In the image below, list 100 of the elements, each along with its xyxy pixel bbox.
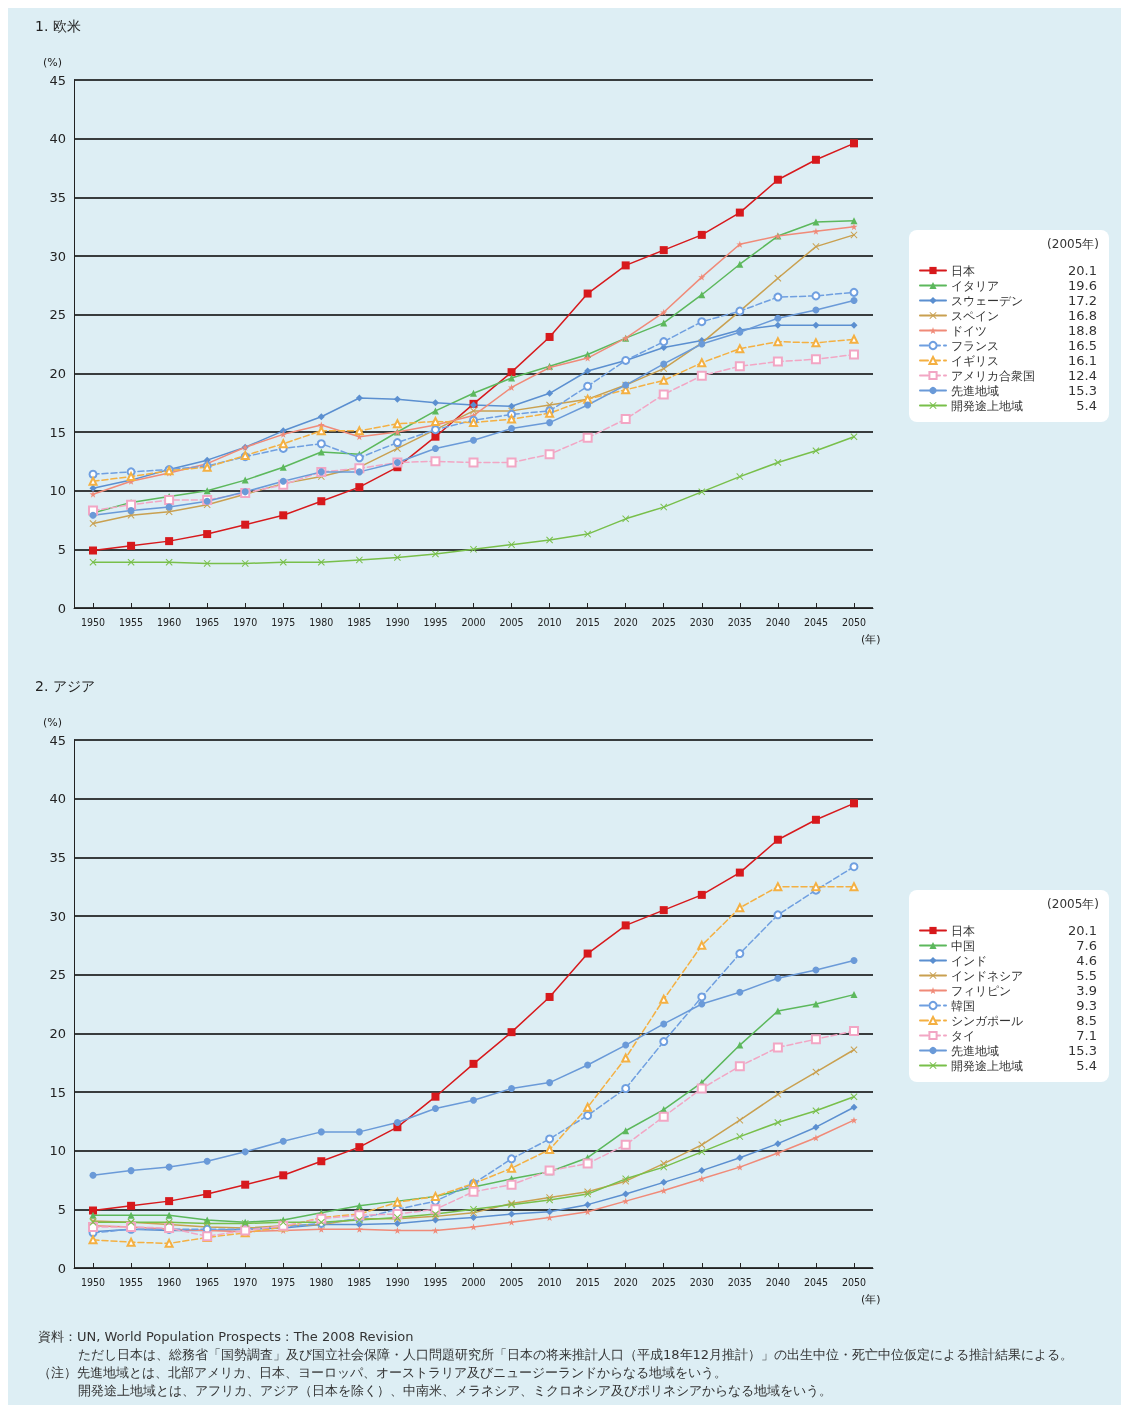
legend-label: フィリピン <box>951 983 1011 998</box>
y-tick-label: 15 <box>49 1084 66 1100</box>
text: 16.8 <box>1068 308 1097 323</box>
x-tick-label: 1990 <box>385 615 410 628</box>
x-tick-label: 1990 <box>385 1275 410 1288</box>
y-tick-label: 30 <box>49 908 66 924</box>
x-tick-label: 1965 <box>195 1275 220 1288</box>
x-tick-label: 1985 <box>347 1275 372 1288</box>
x-tick-label: 2005 <box>499 1275 524 1288</box>
text: 18.8 <box>1068 323 1097 338</box>
x-tick-label: 1965 <box>195 615 220 628</box>
x-tick-label: 1995 <box>423 1275 448 1288</box>
legend-label: タイ <box>951 1028 975 1043</box>
text: 16.1 <box>1068 353 1097 368</box>
y-tick-label: 0 <box>57 1260 66 1276</box>
x-tick-label: 2000 <box>461 615 486 628</box>
x-tick-label: 1975 <box>271 1275 296 1288</box>
y-axis-title: (%) <box>42 56 62 69</box>
y-tick-label: 25 <box>49 307 66 323</box>
text: 15.3 <box>1068 1043 1097 1058</box>
legend-label: 中国 <box>951 938 975 953</box>
x-tick-label: 2000 <box>461 1275 486 1288</box>
legend-label: 日本 <box>951 263 975 278</box>
x-tick-label: 2015 <box>575 1275 600 1288</box>
y-tick-label: 20 <box>49 1025 66 1041</box>
x-tick-label: 2050 <box>841 1275 866 1288</box>
legend-label: 先進地域 <box>951 383 999 398</box>
y-tick-label: 30 <box>49 248 66 264</box>
legend-label: ドイツ <box>951 323 987 338</box>
x-tick-label: 2045 <box>803 615 828 628</box>
y-tick-label: 35 <box>49 849 66 865</box>
y-tick-label: 0 <box>57 600 66 616</box>
legend-label: 韓国 <box>951 998 975 1013</box>
legend-label: インドネシア <box>951 968 1023 983</box>
y-tick-label: 35 <box>49 189 66 205</box>
x-tick-label: 1950 <box>81 615 106 628</box>
x-tick-label: 2030 <box>689 1275 714 1288</box>
text: 15.3 <box>1068 383 1097 398</box>
text: 8.5 <box>1076 1013 1097 1028</box>
y-tick-label: 40 <box>49 131 66 147</box>
y-tick-label: 10 <box>49 1143 66 1159</box>
legend-label: イタリア <box>951 278 999 293</box>
legend-label: スペイン <box>951 308 999 323</box>
x-tick-label: 1970 <box>233 1275 258 1288</box>
x-tick-label: 2025 <box>651 615 676 628</box>
legend-label: シンガポール <box>951 1013 1023 1028</box>
x-tick-label: 2005 <box>499 615 524 628</box>
legend-title: (2005年) <box>1047 897 1099 911</box>
legend-title: (2005年) <box>1047 237 1099 251</box>
legend-label: フランス <box>951 338 999 353</box>
x-axis-title: (年) <box>861 1293 881 1306</box>
x-tick-label: 1955 <box>119 1275 144 1288</box>
x-tick-label: 2035 <box>727 1275 752 1288</box>
y-tick-label: 45 <box>49 732 66 748</box>
chart-title: 2. アジア <box>35 678 95 694</box>
x-tick-label: 2040 <box>765 1275 790 1288</box>
text: ただし日本は、総務省「国勢調査」及び国立社会保障・人口問題研究所「日本の将来推計人口（平成18年12月推計）」の出生中位・死亡中位仮定による推計結果による。 <box>77 1346 1075 1364</box>
text: 9.3 <box>1076 998 1097 1013</box>
y-tick-label: 5 <box>57 541 66 557</box>
x-tick-label: 1995 <box>423 615 448 628</box>
x-tick-label: 1985 <box>347 615 372 628</box>
x-tick-label: 2025 <box>651 1275 676 1288</box>
text: 4.6 <box>1076 953 1097 968</box>
text: 5.4 <box>1076 1058 1097 1073</box>
text: 20.1 <box>1068 923 1097 938</box>
x-tick-label: 2030 <box>689 615 714 628</box>
x-tick-label: 2020 <box>613 1275 638 1288</box>
x-tick-label: 1970 <box>233 615 258 628</box>
y-tick-label: 5 <box>57 1201 66 1217</box>
y-tick-label: 25 <box>49 967 66 983</box>
x-tick-label: 1960 <box>157 615 182 628</box>
x-tick-label: 2015 <box>575 615 600 628</box>
x-tick-label: 2010 <box>537 1275 562 1288</box>
chart-title: 1. 欧米 <box>35 18 81 34</box>
x-tick-label: 2045 <box>803 1275 828 1288</box>
text: 5.5 <box>1076 968 1097 983</box>
text: 12.4 <box>1068 368 1097 383</box>
legend-label: インド <box>951 953 987 968</box>
x-axis-title: (年) <box>861 633 881 646</box>
x-tick-label: 2020 <box>613 615 638 628</box>
x-tick-label: 2040 <box>765 615 790 628</box>
x-tick-label: 2050 <box>841 615 866 628</box>
text: 3.9 <box>1076 983 1097 998</box>
legend-label: アメリカ合衆国 <box>951 368 1035 383</box>
text: 7.1 <box>1076 1028 1097 1043</box>
text: 7.6 <box>1076 938 1097 953</box>
x-tick-label: 1980 <box>309 615 334 628</box>
y-tick-label: 10 <box>49 483 66 499</box>
legend-label: 先進地域 <box>951 1043 999 1058</box>
x-tick-label: 2010 <box>537 615 562 628</box>
text: 資料：UN, World Population Prospects : The 2008 Revision <box>38 1328 415 1346</box>
text: 20.1 <box>1068 263 1097 278</box>
x-tick-label: 1960 <box>157 1275 182 1288</box>
text: 19.6 <box>1068 278 1097 293</box>
text: 16.5 <box>1068 338 1097 353</box>
y-tick-label: 45 <box>49 72 66 88</box>
x-tick-label: 1955 <box>119 615 144 628</box>
legend-label: 開発途上地域 <box>951 398 1023 413</box>
x-tick-label: 1975 <box>271 615 296 628</box>
x-tick-label: 1980 <box>309 1275 334 1288</box>
